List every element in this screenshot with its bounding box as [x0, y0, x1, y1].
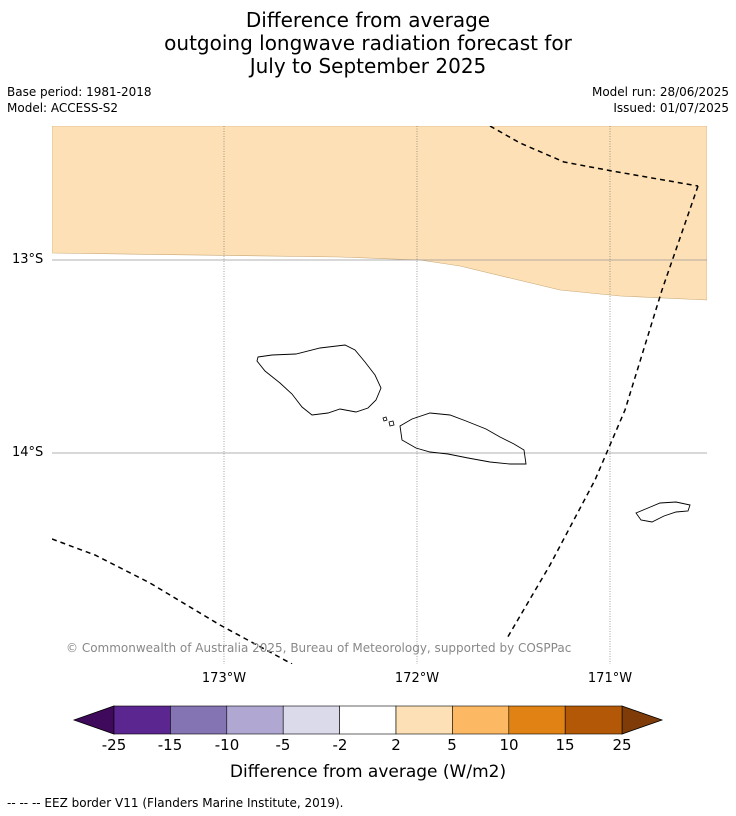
issued-date: Issued: 01/07/2025 — [613, 101, 729, 115]
colorbar-tick: -10 — [214, 736, 240, 754]
colorbar-bin — [395, 705, 453, 735]
anomaly-region — [52, 126, 707, 301]
colorbar-max-extension — [621, 705, 664, 735]
lat-label-14s: 14°S — [12, 445, 44, 460]
colorbar-tick: 25 — [612, 736, 632, 754]
colorbar-bin — [452, 705, 510, 735]
colorbar-tick: 5 — [447, 736, 457, 754]
island-upolu — [399, 412, 527, 465]
colorbar-tick: -2 — [332, 736, 348, 754]
eez-border-east — [505, 185, 699, 641]
colorbar-bin — [508, 705, 566, 735]
colorbar-label: Difference from average (W/m2) — [229, 762, 507, 782]
colorbar — [72, 705, 664, 735]
title-line-1: Difference from average — [245, 8, 491, 32]
colorbar-bin — [564, 705, 623, 735]
eez-border-west — [52, 538, 293, 664]
island-manono — [382, 416, 388, 422]
lon-label-171w: 171°W — [587, 671, 633, 686]
lon-label-172w: 172°W — [394, 671, 440, 686]
colorbar-tick: 2 — [391, 736, 401, 754]
model-name: Model: ACCESS-S2 — [7, 101, 119, 115]
colorbar-bin — [170, 705, 228, 735]
colorbar-bin — [113, 705, 171, 735]
colorbar-tick: -15 — [157, 736, 183, 754]
lon-label-173w: 173°W — [201, 671, 247, 686]
title-line-3: July to September 2025 — [249, 54, 487, 78]
base-period: Base period: 1981-2018 — [7, 85, 152, 99]
colorbar-bin — [282, 705, 340, 735]
colorbar-tick: -25 — [101, 736, 127, 754]
eez-legend-note: -- -- -- EEZ border V11 (Flanders Marine… — [7, 796, 344, 810]
island-tutuila — [635, 501, 691, 523]
colorbar-tick: -5 — [275, 736, 291, 754]
copyright-notice: © Commonwealth of Australia 2025, Bureau… — [66, 641, 572, 655]
colorbar-tick: 15 — [555, 736, 575, 754]
model-run: Model run: 28/06/2025 — [591, 85, 729, 99]
colorbar-tick: 10 — [499, 736, 519, 754]
colorbar-bin — [339, 705, 397, 735]
title-line-2: outgoing longwave radiation forecast for — [164, 31, 572, 55]
colorbar-min-extension — [72, 705, 115, 735]
eez-border-north — [489, 126, 699, 187]
island-savaii — [256, 344, 382, 416]
colorbar-bin — [226, 705, 284, 735]
island-apolima — [388, 420, 395, 427]
lat-label-13s: 13°S — [12, 252, 44, 267]
